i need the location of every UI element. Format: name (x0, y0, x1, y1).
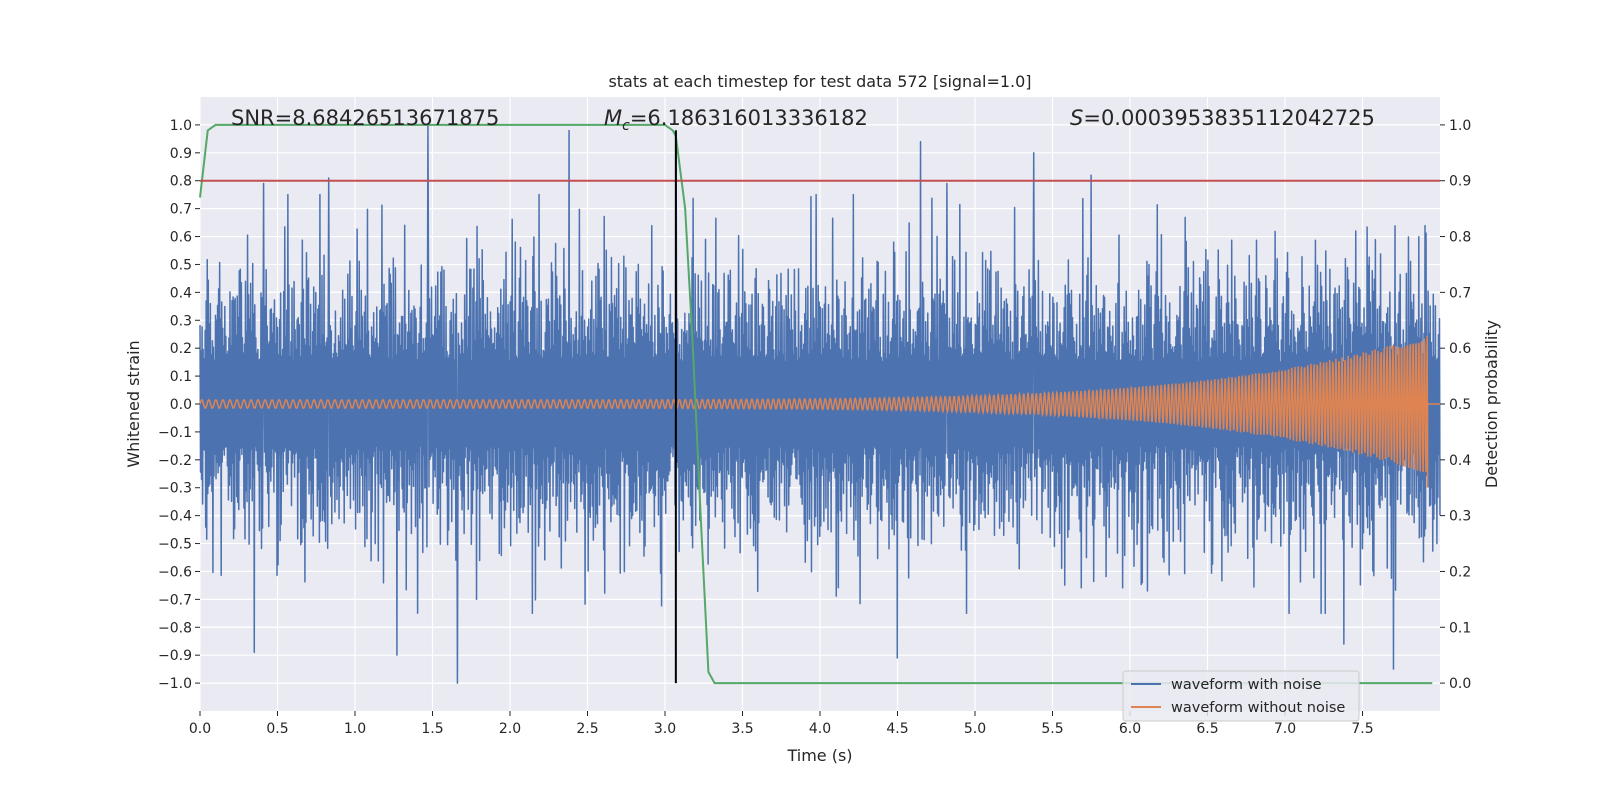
x-tick-label: 7.0 (1274, 721, 1296, 737)
reference-lines (200, 130, 1440, 684)
x-tick-label: 2.0 (499, 721, 521, 737)
series-waveform-without-noise (199, 336, 1440, 488)
chirp-mass-symbol: M (604, 106, 622, 130)
s-value: =0.0003953835112042725 (1083, 106, 1375, 130)
legend-label-noise: waveform with noise (1171, 677, 1322, 693)
series-waveform-with-noise (199, 124, 1441, 684)
left-tick-label: 1.0 (170, 118, 192, 134)
x-tick-label: 4.0 (809, 721, 831, 737)
right-tick-label: 0.9 (1449, 174, 1471, 190)
left-tick-label: −0.2 (158, 453, 192, 469)
x-tick-label: 3.5 (731, 721, 753, 737)
left-tick-label: −0.5 (158, 537, 192, 553)
left-tick-label: −0.8 (158, 620, 192, 636)
x-tick-label: 5.5 (1041, 721, 1063, 737)
left-tick-label: 0.1 (170, 369, 192, 385)
left-tick-label: 0.4 (170, 285, 192, 301)
snr-annotation: SNR=8.68426513671875 (231, 106, 499, 130)
x-tick-label: 5.0 (964, 721, 986, 737)
chirp-mass-annotation: Mc=6.186316013336182 (604, 106, 868, 134)
left-tick-label: −0.1 (158, 425, 192, 441)
s-annotation: S=0.0003953835112042725 (1070, 106, 1375, 130)
chirp-mass-subscript: c (622, 118, 630, 134)
s-symbol: S (1070, 106, 1083, 130)
left-tick-label: −0.6 (158, 564, 192, 580)
left-tick-label: −0.4 (158, 509, 192, 525)
left-axis-ticks: 1.0 0.9 0.8 0.7 0.6 0.5 0.4 0.3 0.2 0.1 0.0 −0.1 −0.… (158, 118, 200, 692)
legend: waveform with noise waveform without noi… (1122, 670, 1360, 722)
left-tick-label: 0.2 (170, 341, 192, 357)
left-tick-label: −0.9 (158, 648, 192, 664)
x-tick-label: 1.0 (344, 721, 366, 737)
left-tick-label: 0.0 (170, 397, 192, 413)
chart-title: stats at each timestep for test data 572… (608, 72, 1031, 91)
left-tick-label: −0.3 (158, 481, 192, 497)
right-axis-ticks: 1.0 0.9 0.8 0.7 0.6 0.5 0.4 0.3 0.2 0.1 0.0 (1440, 118, 1471, 692)
x-tick-label: 2.5 (576, 721, 598, 737)
x-tick-label: 4.5 (886, 721, 908, 737)
right-tick-label: 0.7 (1449, 285, 1471, 301)
right-tick-label: 0.6 (1449, 341, 1471, 357)
x-tick-label: 7.5 (1351, 721, 1373, 737)
x-axis-ticks: 0.0 0.5 1.0 1.5 2.0 2.5 3.0 3.5 4.0 4.5 5.0 5.5 6.0 6… (189, 711, 1374, 737)
right-tick-label: 0.4 (1449, 453, 1471, 469)
x-tick-label: 0.0 (189, 721, 211, 737)
x-axis-label: Time (s) (786, 746, 852, 765)
left-tick-label: −0.7 (158, 592, 192, 608)
right-tick-label: 0.2 (1449, 564, 1471, 580)
right-tick-label: 0.3 (1449, 509, 1471, 525)
left-tick-label: 0.8 (170, 174, 192, 190)
left-tick-label: 0.9 (170, 146, 192, 162)
left-tick-label: −1.0 (158, 676, 192, 692)
right-tick-label: 0.8 (1449, 230, 1471, 246)
right-axis-label: Detection probability (1482, 320, 1501, 488)
right-tick-label: 0.0 (1449, 676, 1471, 692)
x-tick-label: 6.0 (1119, 721, 1141, 737)
x-tick-label: 1.5 (421, 721, 443, 737)
left-axis-label: Whitened strain (124, 340, 143, 467)
chirp-line (199, 336, 1440, 488)
left-tick-label: 0.5 (170, 257, 192, 273)
right-tick-label: 0.1 (1449, 620, 1471, 636)
left-tick-label: 0.3 (170, 313, 192, 329)
noise-line (199, 124, 1441, 684)
chirp-mass-value: =6.186316013336182 (630, 106, 868, 130)
legend-box (1122, 670, 1360, 722)
right-tick-label: 0.5 (1449, 397, 1471, 413)
left-tick-label: 0.7 (170, 202, 192, 218)
x-tick-label: 6.5 (1196, 721, 1218, 737)
x-tick-label: 0.5 (266, 721, 288, 737)
left-tick-label: 0.6 (170, 230, 192, 246)
right-tick-label: 1.0 (1449, 118, 1471, 134)
legend-label-clean: waveform without noise (1171, 700, 1345, 716)
x-tick-label: 3.0 (654, 721, 676, 737)
